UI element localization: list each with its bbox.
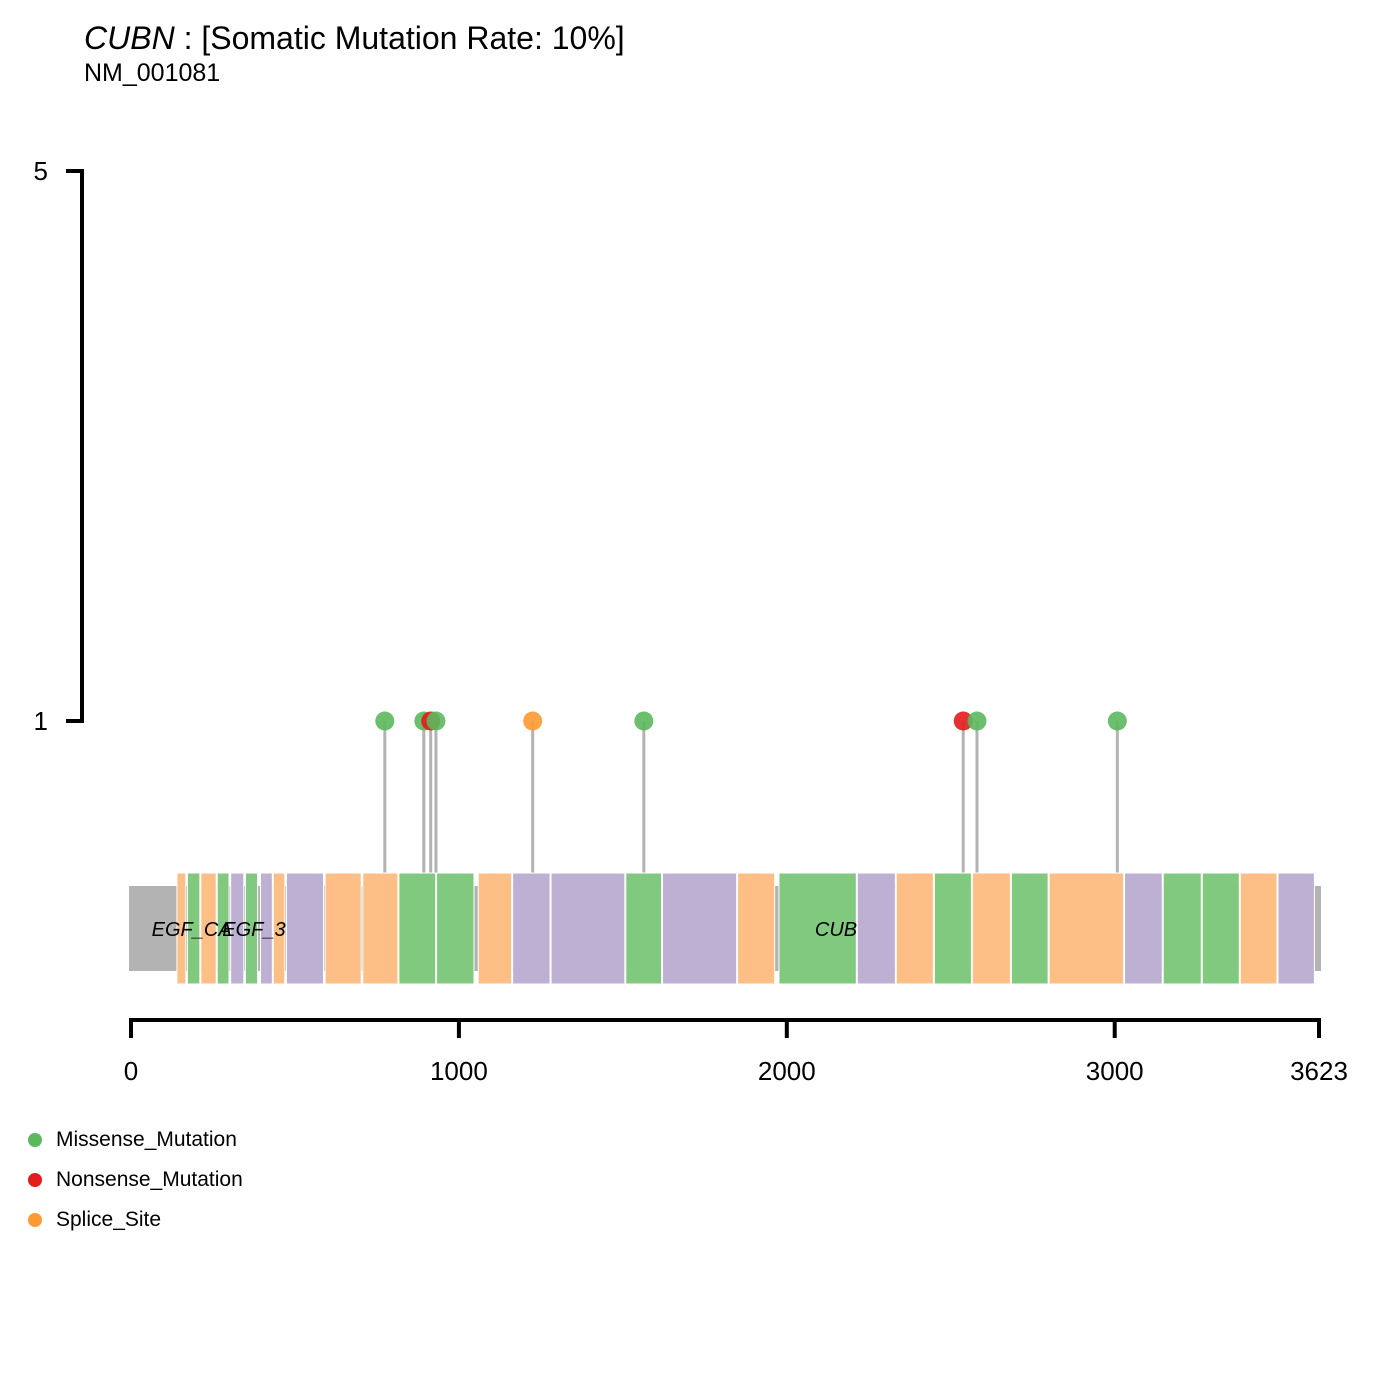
x-axis: 0 1000 2000 3000 3623 (124, 1018, 1348, 1086)
mutation-rate: : [Somatic Mutation Rate: 10%] (174, 20, 625, 56)
x-tick-label: 2000 (758, 1056, 816, 1086)
domain-egf_3 (230, 872, 245, 985)
x-tick-label: 1000 (430, 1056, 488, 1086)
domain-egf (216, 872, 230, 985)
domain-cub (550, 872, 626, 985)
chart-title: CUBN : [Somatic Mutation Rate: 10%] (84, 18, 625, 58)
legend-item-nonsense-mutation: Nonsense_Mutation (28, 1160, 243, 1200)
lollipop-head-nonsense_mutation (953, 711, 973, 731)
domain-cub (1048, 872, 1125, 985)
domain-cub (662, 872, 738, 985)
legend-label: Splice_Site (56, 1208, 162, 1231)
x-tick-label: 3000 (1086, 1056, 1144, 1086)
legend-item-splice-site: Splice_Site (28, 1200, 243, 1240)
domain-label: EGF_3 (222, 919, 285, 941)
domain-cub (856, 872, 896, 985)
legend-dot-icon (28, 1173, 42, 1187)
domain-cub (1124, 872, 1163, 985)
domain-cub (398, 872, 437, 985)
domain-egf_3 (260, 872, 273, 985)
domain-cub (1277, 872, 1315, 985)
domain-egf_ca (200, 872, 217, 985)
lollipop-head-missense_mutation (967, 711, 987, 731)
lollipop-heads (375, 711, 1127, 731)
domain-egf (186, 872, 201, 985)
domain-cub (778, 872, 857, 985)
legend-dot-icon (28, 1213, 42, 1227)
legend-dot-icon (28, 1133, 42, 1147)
protein-domains (176, 872, 1315, 985)
legend: Missense_Mutation Nonsense_Mutation Splice… (28, 1120, 243, 1240)
lollipop-stems (383, 721, 1119, 873)
domain-cub (436, 872, 475, 985)
domain-label: EGF_CA (152, 919, 232, 941)
x-tick-label: 3623 (1290, 1056, 1348, 1086)
domain-egf (244, 872, 259, 985)
y-tick-label: 5 (34, 156, 48, 186)
lollipop-head-missense_mutation (634, 711, 654, 731)
domain-cub (625, 872, 663, 985)
domain-egf_ca (176, 872, 187, 985)
legend-item-missense-mutation: Missense_Mutation (28, 1120, 243, 1160)
domain-label: CUB (815, 919, 857, 941)
domain-cub (1162, 872, 1202, 985)
domain-cub (477, 872, 513, 985)
lollipop-head-missense_mutation (1107, 711, 1127, 731)
domain-cub (933, 872, 972, 985)
lollipop-head-splice_site (523, 711, 543, 731)
title-block: CUBN : [Somatic Mutation Rate: 10%] NM_0… (84, 18, 625, 88)
domain-cub (512, 872, 551, 985)
domain-cub (1010, 872, 1049, 985)
transcript-id: NM_001081 (84, 59, 221, 87)
domain-egf_3 (285, 872, 324, 985)
domain-cub (362, 872, 399, 985)
domain-cub (895, 872, 934, 985)
domain-cub (1201, 872, 1240, 985)
domain-cub (1239, 872, 1278, 985)
domain-cub (324, 872, 362, 985)
legend-label: Nonsense_Mutation (56, 1168, 243, 1191)
domain-cub (971, 872, 1011, 985)
domain-cub (737, 872, 776, 985)
gene-name: CUBN (84, 20, 175, 56)
y-axis: 15 (34, 156, 84, 736)
lollipop-head-missense_mutation (426, 711, 446, 731)
lollipop-head-missense_mutation (375, 711, 395, 731)
legend-label: Missense_Mutation (56, 1128, 237, 1151)
x-tick-label: 0 (124, 1056, 138, 1086)
domain-egf_ca (272, 872, 286, 985)
y-tick-label: 1 (34, 706, 48, 736)
